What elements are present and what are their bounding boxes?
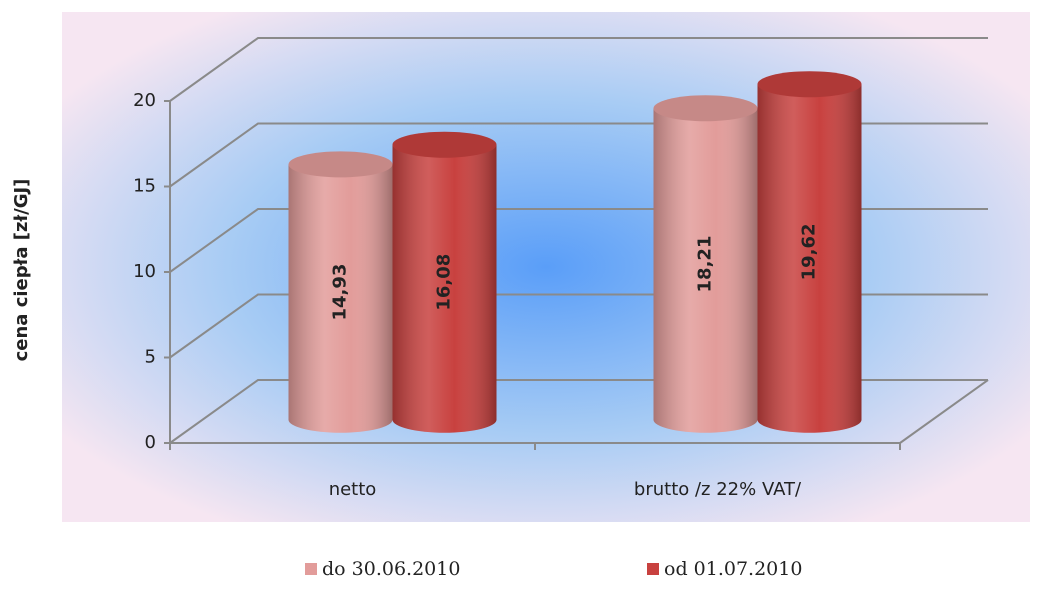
y-tick-label: 20 bbox=[133, 90, 156, 111]
y-tick-label: 0 bbox=[145, 432, 156, 453]
bar-top-shade bbox=[757, 71, 862, 98]
y-tick-label: 15 bbox=[133, 176, 156, 197]
bar-top bbox=[653, 95, 758, 122]
legend-swatch bbox=[305, 563, 317, 575]
value-label: 19,62 bbox=[799, 223, 820, 280]
bar-top-shade bbox=[392, 131, 497, 158]
y-axis-label: cena ciepła [zł/GJ] bbox=[11, 179, 32, 362]
value-label: 18,21 bbox=[695, 236, 716, 293]
x-tick-label: netto bbox=[329, 479, 377, 500]
legend-label: do 30.06.2010 bbox=[322, 558, 460, 580]
bar-top bbox=[757, 71, 862, 98]
legend: do 30.06.2010 od 01.07.2010 bbox=[305, 558, 802, 580]
bar-top bbox=[392, 131, 497, 158]
legend-label: od 01.07.2010 bbox=[664, 558, 802, 580]
bar bbox=[392, 131, 497, 433]
bar-shade bbox=[392, 144, 497, 433]
bar-top bbox=[288, 151, 393, 178]
value-label: 14,93 bbox=[330, 264, 351, 321]
grid-line bbox=[169, 37, 988, 102]
bar bbox=[653, 95, 758, 433]
y-tick-label: 5 bbox=[145, 347, 156, 368]
bar-top-shade bbox=[288, 151, 393, 178]
y-tick-label: 10 bbox=[133, 261, 156, 282]
bar-shade bbox=[757, 84, 862, 433]
plot-background bbox=[62, 12, 1030, 522]
bar-top-shade bbox=[653, 95, 758, 122]
bar bbox=[757, 71, 862, 433]
bar-shade bbox=[288, 164, 393, 433]
x-tick-label: brutto /z 22% VAT/ bbox=[634, 479, 802, 500]
floor-line bbox=[899, 379, 989, 444]
value-label: 16,08 bbox=[434, 254, 455, 311]
bar-shade bbox=[653, 108, 758, 433]
bar bbox=[288, 151, 393, 433]
legend-swatch bbox=[647, 563, 659, 575]
